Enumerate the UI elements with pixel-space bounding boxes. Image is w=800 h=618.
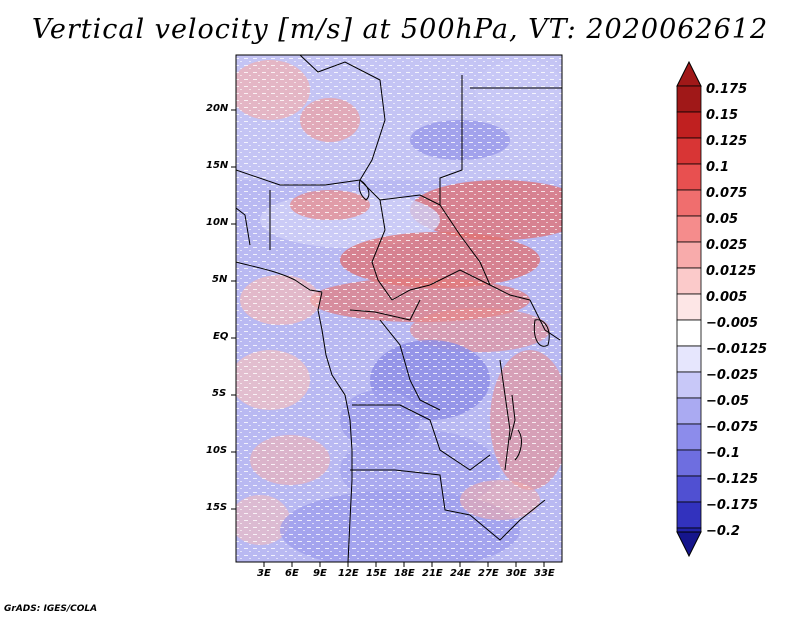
country-borders xyxy=(236,55,562,562)
colorbar-segment-18 xyxy=(676,527,702,533)
map-frame xyxy=(235,54,563,563)
lon-label: 18E xyxy=(394,568,415,579)
colorbar-label: 0.175 xyxy=(706,82,747,97)
lon-label: 21E xyxy=(422,568,443,579)
lon-label: 9E xyxy=(313,568,327,579)
lon-label: 12E xyxy=(338,568,359,579)
lon-label: 6E xyxy=(285,568,299,579)
lon-label: 3E xyxy=(257,568,271,579)
colorbar-label: 0.125 xyxy=(706,134,747,149)
lat-label: EQ xyxy=(213,331,229,342)
colorbar-segment-16 xyxy=(676,475,702,503)
colorbar-top-arrow xyxy=(676,60,702,87)
colorbar-segment-7 xyxy=(676,241,702,269)
lat-label: 5N xyxy=(212,274,228,285)
colorbar-segment-10 xyxy=(676,319,702,347)
lon-label: 33E xyxy=(534,568,555,579)
colorbar-label: −0.005 xyxy=(706,316,758,331)
colorbar-segment-6 xyxy=(676,215,702,243)
lat-label: 10S xyxy=(206,445,228,456)
colorbar-label: −0.1 xyxy=(706,446,740,461)
colorbar-segment-17 xyxy=(676,501,702,529)
colorbar-segment-12 xyxy=(676,371,702,399)
colorbar-label: 0.15 xyxy=(706,108,738,123)
lon-label: 27E xyxy=(478,568,499,579)
colorbar-label: 0.075 xyxy=(706,186,747,201)
colorbar-segment-4 xyxy=(676,163,702,191)
colorbar-label: −0.05 xyxy=(706,394,749,409)
colorbar-segment-9 xyxy=(676,293,702,321)
colorbar-segment-14 xyxy=(676,423,702,451)
lat-label: 15S xyxy=(206,502,228,513)
colorbar-label: −0.075 xyxy=(706,420,758,435)
velocity-field xyxy=(236,55,562,562)
colorbar-segment-3 xyxy=(676,137,702,165)
colorbar-segment-8 xyxy=(676,267,702,295)
map-title: Vertical velocity [m/s] at 500hPa, VT: 2… xyxy=(31,14,769,45)
lat-label: 20N xyxy=(206,103,229,114)
colorbar-label: 0.025 xyxy=(706,238,747,253)
colorbar-segment-5 xyxy=(676,189,702,217)
lon-label: 30E xyxy=(506,568,527,579)
colorbar-label: −0.125 xyxy=(706,472,758,487)
colorbar: 0.175 0.15 0.125 0.1 0.075 0.05 0.025 0.… xyxy=(676,60,767,558)
colorbar-segment-2 xyxy=(676,111,702,139)
lon-label: 15E xyxy=(366,568,387,579)
grads-credit: GrADS: IGES/COLA xyxy=(4,604,98,614)
lon-label: 24E xyxy=(450,568,471,579)
colorbar-label: 0.0125 xyxy=(706,264,756,279)
colorbar-label: −0.0125 xyxy=(706,342,767,357)
lat-label: 10N xyxy=(206,217,229,228)
colorbar-label: 0.1 xyxy=(706,160,729,175)
colorbar-bottom-arrow xyxy=(676,531,702,558)
colorbar-segment-15 xyxy=(676,449,702,477)
lat-label: 15N xyxy=(206,160,229,171)
colorbar-segment-1 xyxy=(676,85,702,113)
colorbar-label: −0.025 xyxy=(706,368,758,383)
colorbar-label: −0.175 xyxy=(706,498,758,513)
lakes xyxy=(358,179,550,461)
lat-label: 5S xyxy=(212,388,227,399)
colorbar-segment-13 xyxy=(676,397,702,425)
colorbar-label: 0.05 xyxy=(706,212,738,227)
axis-ticks xyxy=(231,109,545,567)
colorbar-segment-11 xyxy=(676,345,702,373)
colorbar-label: −0.2 xyxy=(706,524,740,539)
colorbar-label: 0.005 xyxy=(706,290,747,305)
